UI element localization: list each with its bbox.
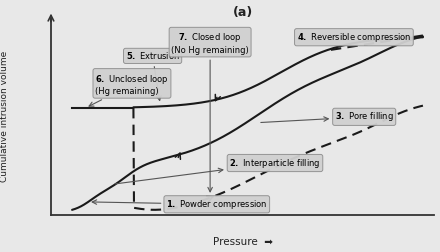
Text: Cumulative intrusion volume: Cumulative intrusion volume bbox=[0, 51, 9, 182]
Text: $\bf{7.}$ Closed loop
(No Hg remaining): $\bf{7.}$ Closed loop (No Hg remaining) bbox=[171, 32, 249, 192]
Text: $\bf{2.}$ Interparticle filling: $\bf{2.}$ Interparticle filling bbox=[115, 156, 321, 184]
Text: $\bf{1.}$ Powder compression: $\bf{1.}$ Powder compression bbox=[92, 198, 268, 211]
Text: Pressure  ➡: Pressure ➡ bbox=[213, 237, 273, 247]
Title: (a): (a) bbox=[233, 6, 253, 19]
Text: $\bf{4.}$ Reversible compression: $\bf{4.}$ Reversible compression bbox=[297, 31, 411, 44]
Text: $\bf{3.}$ Pore filling: $\bf{3.}$ Pore filling bbox=[261, 110, 394, 123]
Text: $\bf{5.}$ Extrusion: $\bf{5.}$ Extrusion bbox=[125, 50, 180, 101]
Text: $\bf{6.}$ Unclosed loop
(Hg remaining): $\bf{6.}$ Unclosed loop (Hg remaining) bbox=[89, 73, 169, 106]
